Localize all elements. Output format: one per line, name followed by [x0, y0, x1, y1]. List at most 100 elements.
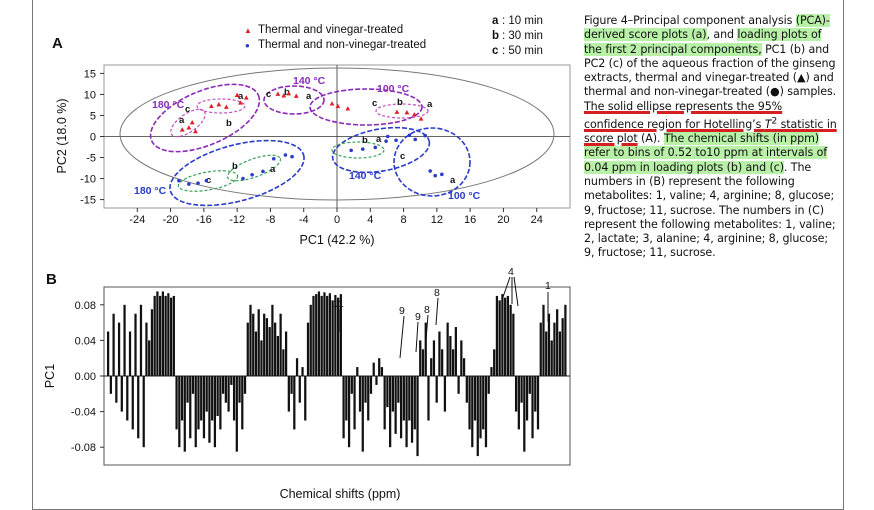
loading-bar	[243, 376, 247, 394]
loading-bar	[284, 331, 288, 376]
time-key-b-text: : 30 min	[502, 30, 543, 42]
loading-bar	[265, 318, 269, 376]
loading-bar	[399, 376, 403, 439]
loading-bar	[128, 331, 132, 376]
loading-bar	[558, 331, 562, 376]
loading-plot-bars	[107, 291, 567, 457]
sub-ellipse	[177, 170, 239, 192]
loading-bar	[369, 376, 373, 394]
group-ellipses	[149, 83, 471, 207]
loading-bar	[421, 349, 425, 376]
score-point-non-vinegar	[385, 134, 390, 139]
loading-bar	[109, 376, 112, 394]
loading-bar	[419, 340, 422, 376]
x-tick-label: -12	[229, 214, 245, 226]
score-point-vinegar	[223, 104, 229, 109]
loading-bar	[397, 376, 400, 403]
loading-bar	[536, 376, 540, 430]
peak-label-8: 8	[424, 304, 430, 316]
loading-bar	[189, 376, 192, 439]
loading-bar	[301, 367, 304, 376]
score-point-non-vinegar	[349, 148, 353, 153]
loading-bar	[123, 304, 126, 376]
peak-label-11: 11	[333, 298, 344, 310]
score-point-non-vinegar	[271, 156, 276, 161]
loading-y-tick-label: 0.08	[75, 300, 96, 312]
score-point-vinegar	[193, 128, 198, 134]
pc1-loading-axis-title: PC1	[43, 364, 57, 388]
score-point-non-vinegar	[423, 133, 428, 138]
x-tick-label: 16	[464, 214, 476, 226]
loading-bar	[408, 376, 411, 421]
loading-bar	[246, 322, 249, 376]
score-point-vinegar	[286, 91, 292, 96]
chemical-shift-axis-title: Chemical shifts (ppm)	[280, 487, 401, 501]
loading-bar	[545, 331, 548, 376]
loading-bar	[145, 322, 148, 376]
score-point-vinegar	[179, 127, 185, 132]
loading-bar	[531, 376, 534, 439]
loading-bar	[482, 376, 485, 430]
loading-bar	[490, 367, 493, 376]
loading-bar	[186, 376, 189, 403]
loading-bar	[364, 376, 367, 403]
loading-bar	[298, 376, 301, 403]
loading-bar	[235, 376, 238, 452]
caption-underline-ellipse: The solid ellipse represents the 95% con…	[584, 100, 837, 145]
score-point-non-vinegar	[290, 154, 294, 159]
loading-bar	[304, 376, 307, 421]
loading-bar	[172, 295, 175, 376]
score-point-vinegar	[404, 109, 410, 115]
loading-bar	[115, 376, 118, 403]
loading-bar	[402, 376, 405, 421]
loading-bar	[441, 349, 444, 376]
loading-bar	[323, 292, 326, 376]
loading-bar	[117, 322, 121, 376]
loading-bar	[501, 294, 504, 376]
loading-bar	[394, 376, 397, 434]
x-tick-label: 4	[367, 214, 373, 226]
loading-bar	[224, 376, 227, 403]
loading-bar	[443, 376, 447, 412]
loading-bar	[462, 358, 466, 376]
score-point-non-vinegar	[360, 147, 365, 151]
score-plot-axes: -24 -20 -16 -12 -8 -4 0 4 8 12 16 20 24 15 10 5 0 -5 -10 -1…	[80, 65, 570, 226]
loading-bar	[295, 358, 299, 376]
caption-text: , and	[706, 28, 738, 42]
time-label-b: b	[226, 118, 232, 129]
loading-bar	[514, 376, 518, 412]
pc1-axis-title: PC1 (42.2 %)	[299, 233, 374, 247]
loading-bar	[317, 291, 321, 376]
loading-bar	[413, 376, 416, 430]
loading-bar	[564, 304, 567, 376]
loading-bar	[148, 340, 151, 376]
peak-arrow	[415, 321, 419, 353]
loading-y-tick-label: 0.00	[75, 371, 96, 383]
score-point-non-vinegar	[384, 139, 388, 143]
score-point-vinegar	[335, 103, 341, 109]
loading-bar	[249, 304, 252, 376]
x-tick-label: 12	[431, 214, 443, 226]
loading-bar	[208, 376, 211, 443]
loading-bar	[306, 322, 310, 376]
loading-bar	[178, 376, 181, 448]
loading-bar	[120, 376, 123, 412]
loading-bar	[263, 313, 266, 376]
confidence-ellipse	[119, 67, 555, 201]
loading-bar	[334, 295, 337, 376]
loading-bar	[432, 340, 436, 376]
time-label-b: b	[362, 135, 368, 146]
peak-label-4: 4	[508, 266, 514, 278]
time-label-a: a	[270, 164, 276, 175]
loading-bar	[167, 293, 170, 376]
loading-bar	[550, 340, 553, 376]
loading-bar	[200, 376, 203, 421]
time-key-a-text: : 10 min	[502, 15, 543, 27]
loading-bar	[328, 293, 332, 376]
loading-bar	[274, 322, 277, 376]
time-label-c: c	[206, 175, 211, 186]
loading-bar	[378, 358, 381, 376]
loading-bar	[268, 327, 271, 376]
legend: ▲ Thermal and vinegar-treated ● Thermal …	[244, 24, 426, 51]
loading-bar	[438, 331, 441, 376]
